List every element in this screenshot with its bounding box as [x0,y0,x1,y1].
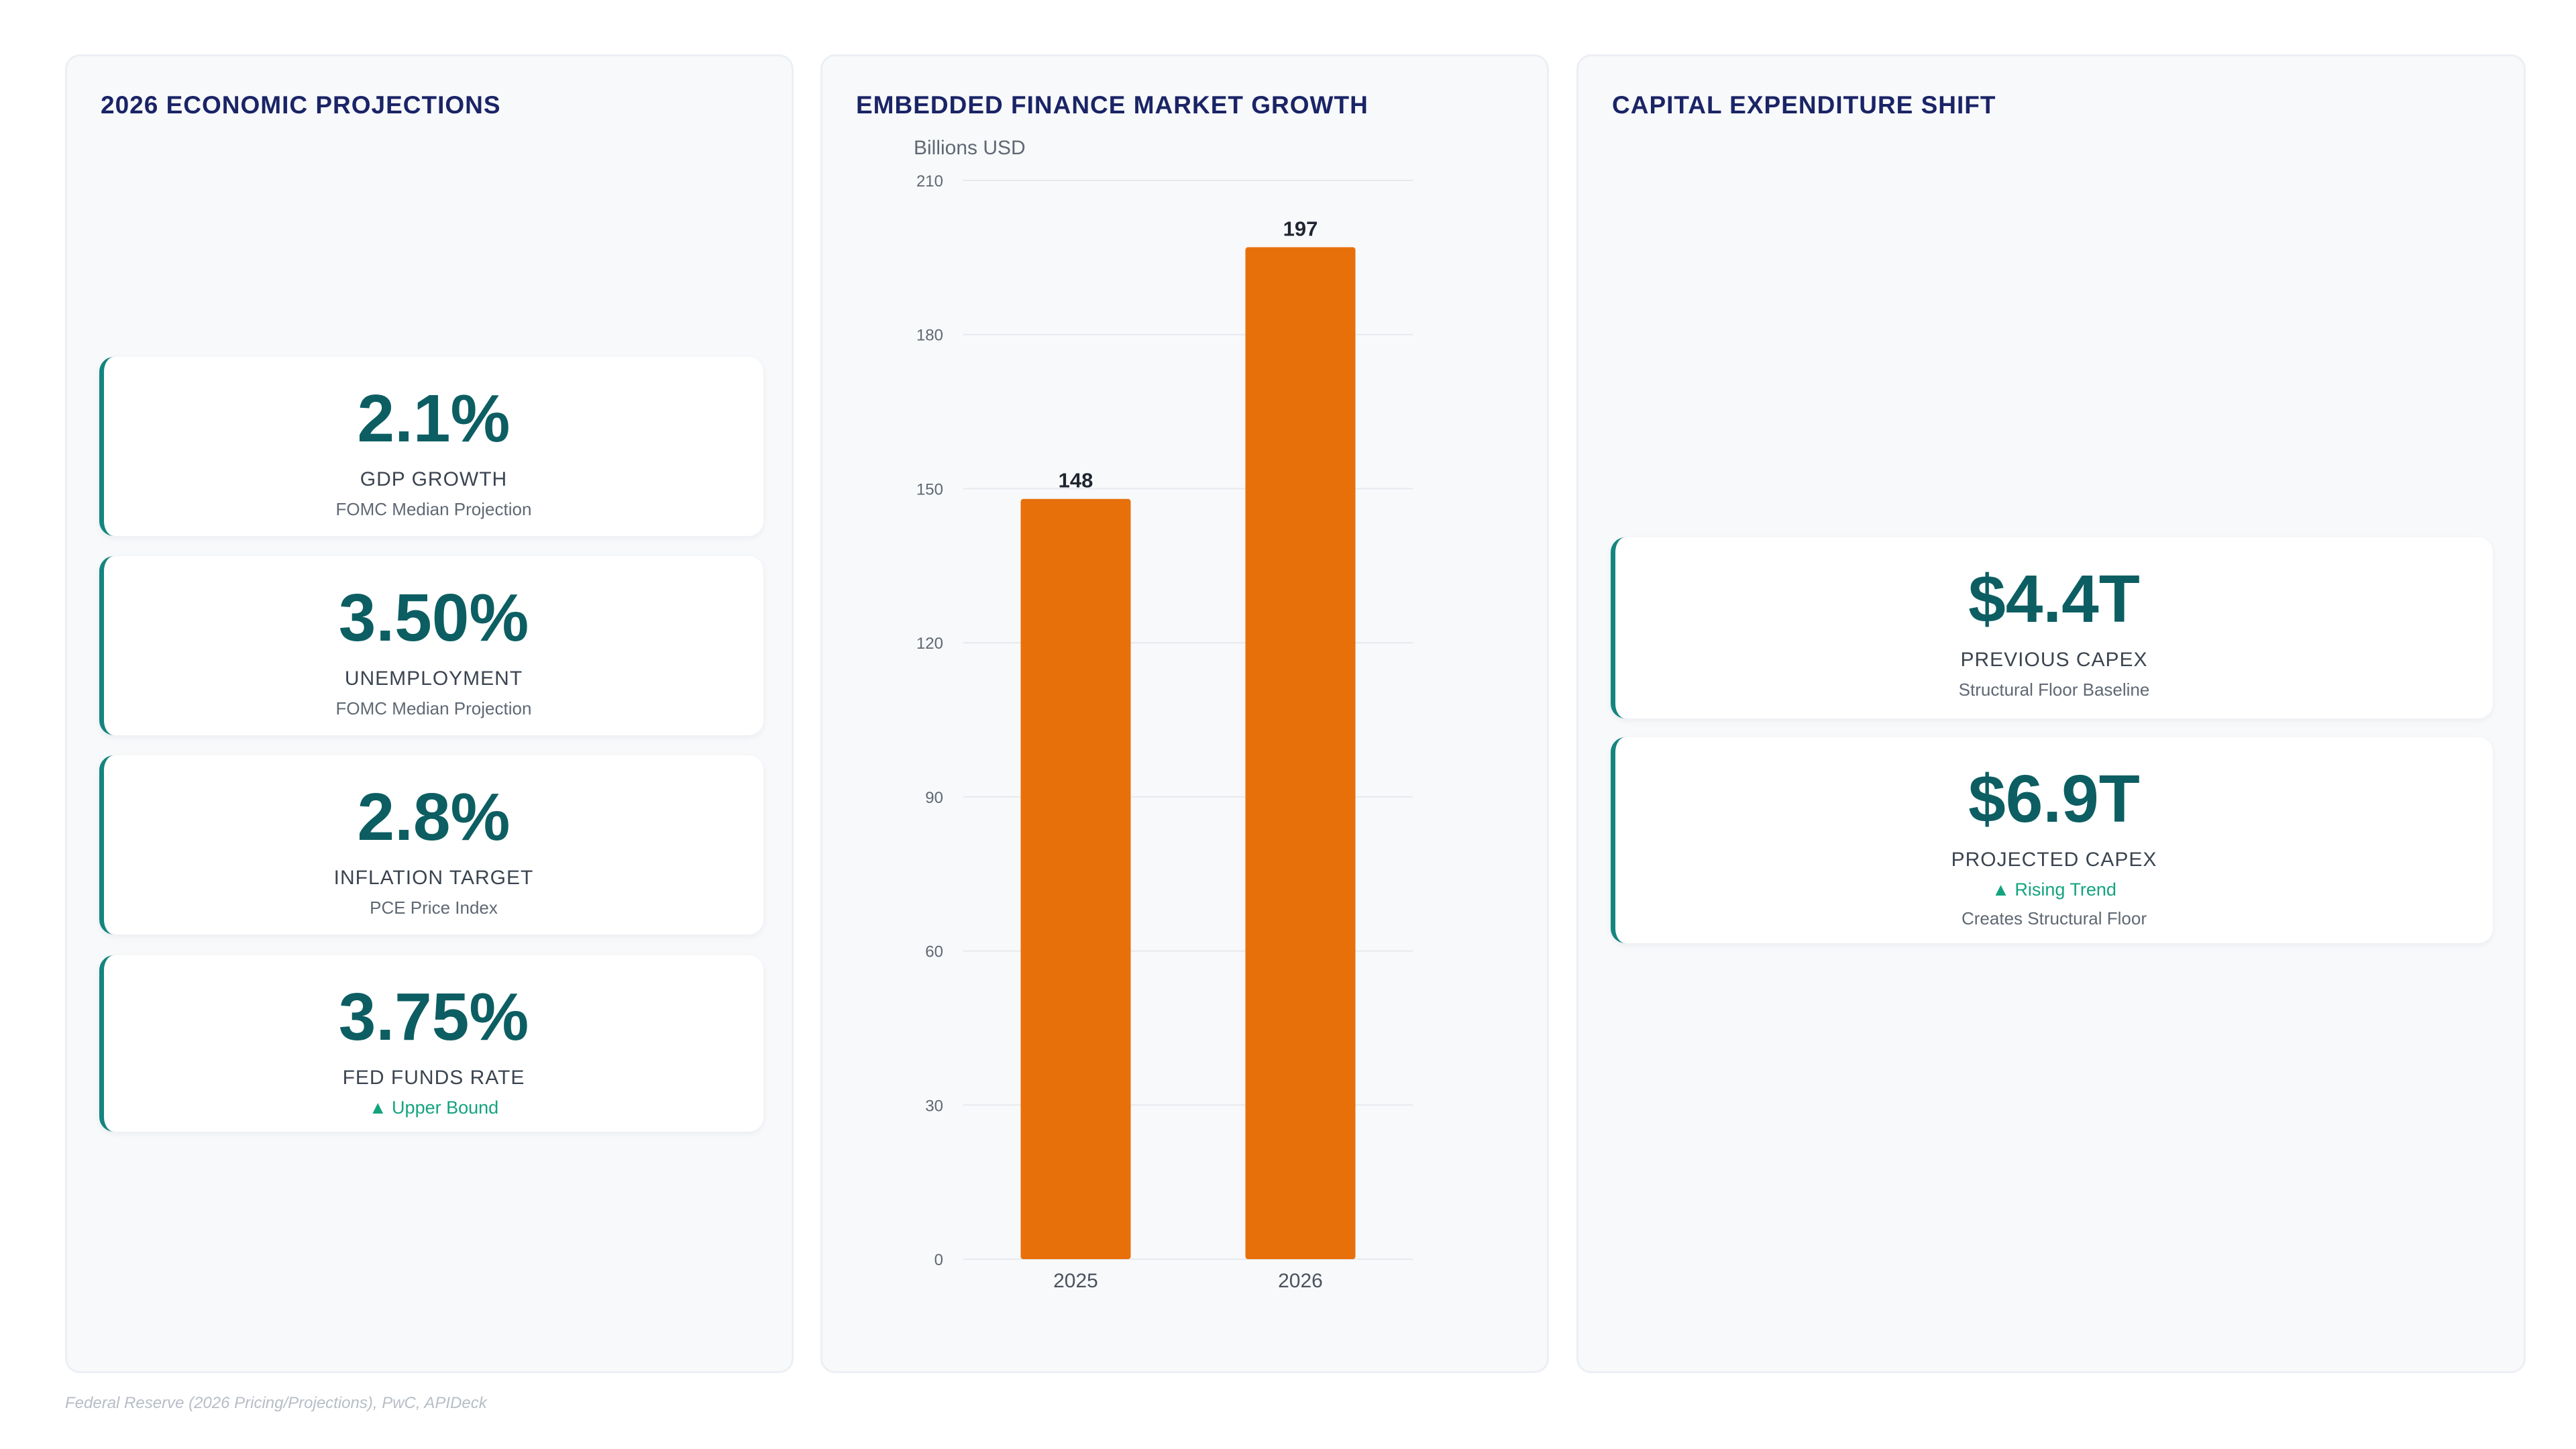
y-tick-label: 30 [925,1097,943,1115]
y-tick-label: 180 [916,327,943,345]
embedded-finance-panel: EMBEDDED FINANCE MARKET GROWTH Billions … [820,54,1549,1373]
kpi-trend-note: ▲ Rising Trend [1992,879,2116,900]
kpi-subtext: Creates Structural Floor [1962,908,2147,928]
kpi-value: 3.50% [338,580,529,655]
kpi-subtext: FOMC Median Projection [335,698,532,718]
bar [1245,247,1356,1259]
y-tick-label: 90 [925,789,943,807]
kpi-label: PREVIOUS CAPEX [1960,649,2148,671]
kpi-card-projected-capex: $6.9T PROJECTED CAPEX ▲ Rising Trend Cre… [1611,737,2493,943]
kpi-card-gdp-growth: 2.1% GDP GROWTH FOMC Median Projection [99,357,763,536]
capex-panel: CAPITAL EXPENDITURE SHIFT $4.4T PREVIOUS… [1576,54,2526,1373]
panel-title: 2026 ECONOMIC PROJECTIONS [101,91,501,119]
y-tick-label: 0 [934,1251,943,1269]
x-tick-label: 2025 [1053,1270,1098,1292]
bar [1020,498,1131,1259]
y-axis-label: Billions USD [914,137,1026,159]
kpi-value: 2.1% [357,381,511,456]
kpi-label: PROJECTED CAPEX [1951,849,2157,871]
panel-title: CAPITAL EXPENDITURE SHIFT [1612,91,1996,119]
y-tick-label: 210 [916,172,943,191]
data-label: 148 [1059,469,1093,492]
x-tick-label: 2026 [1278,1270,1323,1292]
kpi-value: 3.75% [338,979,529,1055]
panel-title: EMBEDDED FINANCE MARKET GROWTH [856,91,1368,119]
kpi-value: $6.9T [1968,761,2140,837]
kpi-label: UNEMPLOYMENT [344,667,523,690]
kpi-subtext: Structural Floor Baseline [1958,680,2150,700]
kpi-label: INFLATION TARGET [333,867,534,889]
kpi-value: 2.8% [357,780,511,855]
kpi-subtext: FOMC Median Projection [335,499,532,519]
kpi-card-fed-funds-rate: 3.75% FED FUNDS RATE ▲ Upper Bound [99,955,763,1132]
kpi-card-unemployment: 3.50% UNEMPLOYMENT FOMC Median Projectio… [99,556,763,735]
economic-projections-panel: 2026 ECONOMIC PROJECTIONS 2.1% GDP GROWT… [65,54,794,1373]
y-tick-label: 120 [916,635,943,653]
kpi-label: FED FUNDS RATE [342,1067,525,1089]
kpi-value: $4.4T [1968,561,2140,637]
kpi-trend-note: ▲ Upper Bound [368,1097,499,1118]
kpi-label: GDP GROWTH [360,468,508,490]
kpi-card-inflation-target: 2.8% INFLATION TARGET PCE Price Index [99,755,763,934]
kpi-card-previous-capex: $4.4T PREVIOUS CAPEX Structural Floor Ba… [1611,537,2493,718]
source-note: Federal Reserve (2026 Pricing/Projection… [65,1394,487,1412]
y-tick-label: 150 [916,480,943,498]
data-label: 197 [1283,217,1318,241]
kpi-subtext: PCE Price Index [370,898,498,918]
bar-chart: Billions USD 0 30 60 90 120 150 180 210 148 2025 19… [914,137,1413,1292]
y-tick-label: 60 [925,943,943,961]
